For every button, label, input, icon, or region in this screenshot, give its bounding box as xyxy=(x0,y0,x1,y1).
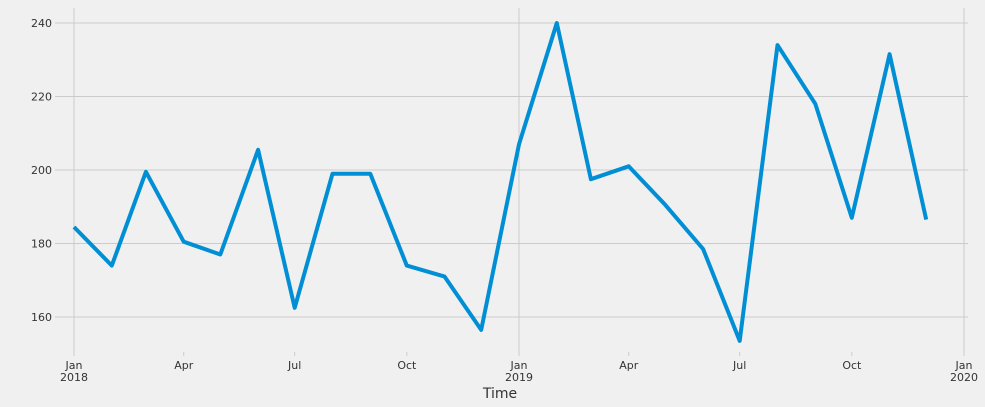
x-tick-sublabel: 2020 xyxy=(950,371,978,384)
y-tick-label: 200 xyxy=(31,164,52,177)
x-tick-label: Jan xyxy=(955,359,973,372)
series-layer xyxy=(72,21,929,343)
x-tick-label: Jan xyxy=(510,359,528,372)
x-tick-label: Jan xyxy=(65,359,83,372)
x-tick-label: Apr xyxy=(619,359,639,372)
x-axis-label: Time xyxy=(482,386,517,402)
y-tick-label: 160 xyxy=(31,311,52,324)
x-tick-label: Apr xyxy=(174,359,194,372)
x-tick-label: Jul xyxy=(732,359,746,372)
grid-lines xyxy=(55,8,968,352)
series-line xyxy=(72,21,929,343)
x-tick-sublabel: 2019 xyxy=(505,371,533,384)
x-tick-label: Oct xyxy=(842,359,862,372)
y-tick-label: 240 xyxy=(31,17,52,30)
y-tick-label: 220 xyxy=(31,91,52,104)
y-axis-ticks: 160 180 200 220 240 xyxy=(31,17,52,324)
y-tick-label: 180 xyxy=(31,238,52,251)
x-tick-label: Jul xyxy=(287,359,301,372)
x-tick-label: Oct xyxy=(397,359,417,372)
x-tick-sublabel: 2018 xyxy=(60,371,88,384)
